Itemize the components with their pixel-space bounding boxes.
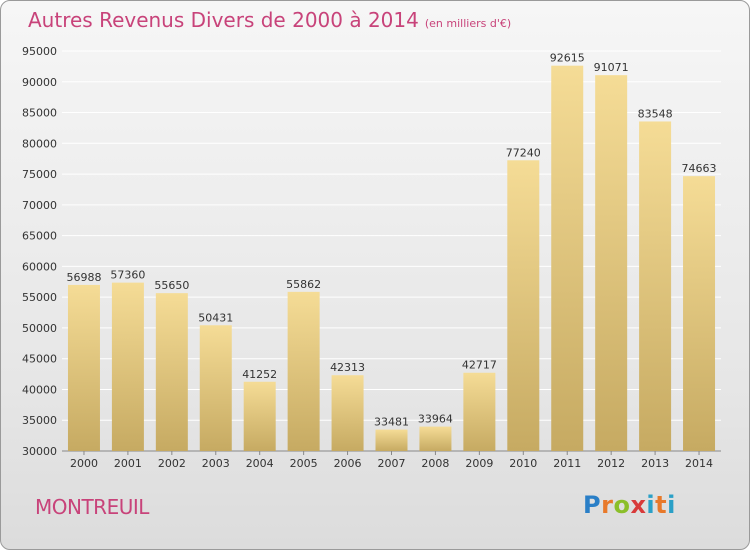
bar-2004 [243,381,276,451]
chart-title: Autres Revenus Divers de 2000 à 2014 (en … [28,8,511,32]
x-axis: 2000 2001 2002 2003 2004 2005 2006 2007 2008 2009… [70,451,713,470]
x-tick-label-2013: 2013 [641,457,669,470]
city-name: MONTREUIL [35,495,149,519]
x-tick-label-2009: 2009 [465,457,493,470]
x-tick-label-2000: 2000 [70,457,98,470]
bar-2005 [287,291,320,451]
x-tick-label-2004: 2004 [246,457,274,470]
bar-2008 [419,426,452,451]
x-tick-label-2002: 2002 [158,457,186,470]
data-labels: 56988 57360 55650 50431 41252 55862 42313 33481… [66,52,716,429]
y-tick-label: 90000 [22,76,57,89]
x-tick-label-2010: 2010 [509,457,537,470]
y-tick-label: 55000 [22,291,57,304]
x-tick-label-2014: 2014 [685,457,713,470]
y-axis: 30000 35000 40000 45000 50000 55000 60000 65000… [22,45,57,458]
y-tick-label: 35000 [22,414,57,427]
y-tick-label: 60000 [22,260,57,273]
bar-2000 [67,284,100,451]
y-tick-label: 50000 [22,322,57,335]
data-label-2009: 42717 [462,359,497,372]
data-label-2014: 74663 [682,162,717,175]
y-tick-label: 95000 [22,45,57,58]
y-tick-label: 45000 [22,353,57,366]
data-label-2002: 55650 [154,279,189,292]
y-tick-label: 85000 [22,107,57,120]
bar-2011 [551,65,584,451]
x-tick-label-2001: 2001 [114,457,142,470]
data-label-2007: 33481 [374,416,409,429]
data-label-2006: 42313 [330,361,365,374]
x-tick-label-2008: 2008 [421,457,449,470]
data-label-2003: 50431 [198,311,233,324]
data-label-2012: 91071 [594,61,629,74]
y-tick-label: 70000 [22,199,57,212]
bars [67,65,716,452]
y-tick-label: 75000 [22,168,57,181]
data-label-2010: 77240 [506,146,541,159]
bar-2006 [331,375,364,451]
y-tick-label: 80000 [22,137,57,150]
chart-title-text: Autres Revenus Divers de 2000 à 2014 [28,8,419,32]
data-label-2008: 33964 [418,413,453,426]
bar-2014 [683,176,716,452]
bar-2002 [155,293,188,451]
data-label-2011: 92615 [550,52,585,65]
bar-2013 [639,121,672,451]
y-tick-label: 40000 [22,383,57,396]
bar-2010 [507,160,540,452]
y-tick-label: 65000 [22,230,57,243]
x-tick-label-2006: 2006 [334,457,362,470]
data-label-2001: 57360 [110,269,145,282]
x-tick-label-2007: 2007 [378,457,406,470]
x-tick-label-2012: 2012 [597,457,625,470]
bar-2012 [595,75,628,451]
bar-2001 [111,282,144,451]
x-tick-label-2003: 2003 [202,457,230,470]
data-label-2005: 55862 [286,278,321,291]
x-tick-label-2005: 2005 [290,457,318,470]
data-label-2013: 83548 [638,107,673,120]
data-label-2004: 41252 [242,368,277,381]
proxiti-logo[interactable]: Proxiti [583,491,676,519]
bar-2007 [375,429,408,451]
chart-unit: (en milliers d'€) [424,17,512,30]
bar-2003 [199,325,232,451]
x-tick-label-2011: 2011 [553,457,581,470]
bar-2009 [463,372,496,451]
y-tick-label: 30000 [22,445,57,458]
data-label-2000: 56988 [66,271,101,284]
